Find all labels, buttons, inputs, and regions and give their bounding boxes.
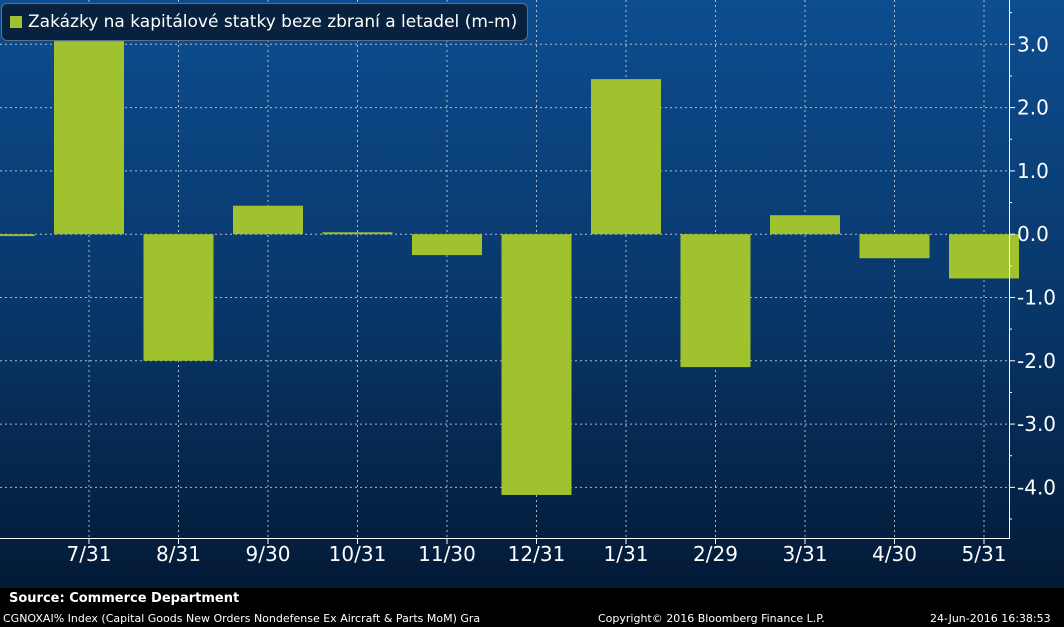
x-tick-label: 3/31 <box>783 542 828 566</box>
x-tick-label: 2/29 <box>693 542 738 566</box>
footer-index: CGNOXAI% Index (Capital Goods New Orders… <box>3 612 481 625</box>
x-tick-label: 7/31 <box>67 542 112 566</box>
x-tick-label: 1/31 <box>604 542 649 566</box>
bar <box>949 234 1019 279</box>
bar <box>54 41 124 235</box>
legend-swatch <box>10 16 22 28</box>
bar <box>770 215 840 235</box>
y-tick-label: -3.0 <box>1017 412 1056 436</box>
footer-timestamp: 24-Jun-2016 16:38:53 <box>930 612 1051 625</box>
x-tick-label: 12/31 <box>508 542 566 566</box>
y-tick-label: -4.0 <box>1017 475 1056 499</box>
y-tick-label: -1.0 <box>1017 285 1056 309</box>
x-tick-label: 11/30 <box>418 542 476 566</box>
bar <box>859 234 930 259</box>
x-tick-label: 9/30 <box>246 542 291 566</box>
y-tick-label: 3.0 <box>1017 32 1049 56</box>
chart-legend: Zakázky na kapitálové statky beze zbraní… <box>1 3 529 41</box>
bar <box>143 234 214 361</box>
footer-bar: CGNOXAI% Index (Capital Goods New Orders… <box>0 610 1064 627</box>
y-tick-label: 0.0 <box>1017 222 1049 246</box>
bar <box>322 232 393 235</box>
bar <box>680 234 751 368</box>
footer-source: Source: Commerce Department <box>0 588 1064 610</box>
x-tick-label: 5/31 <box>962 542 1007 566</box>
bar <box>501 234 572 495</box>
bar <box>591 79 661 235</box>
y-tick-label: 1.0 <box>1017 159 1049 183</box>
bar <box>233 205 303 235</box>
bar <box>0 234 35 237</box>
chart-plot: 3.0 2.0 1.0 0.0 -1.0 -2.0 -3.0 -4.0 7/31 8/31 9/30… <box>0 0 1064 588</box>
footer-copyright: Copyright© 2016 Bloomberg Finance L.P. <box>598 612 825 625</box>
x-tick-label: 4/30 <box>872 542 917 566</box>
y-tick-label: 2.0 <box>1017 96 1049 120</box>
x-tick-label: 10/31 <box>329 542 387 566</box>
legend-label: Zakázky na kapitálové statky beze zbraní… <box>28 12 518 32</box>
y-tick-label: -2.0 <box>1017 349 1056 373</box>
bar <box>412 234 482 256</box>
x-tick-label: 8/31 <box>156 542 201 566</box>
